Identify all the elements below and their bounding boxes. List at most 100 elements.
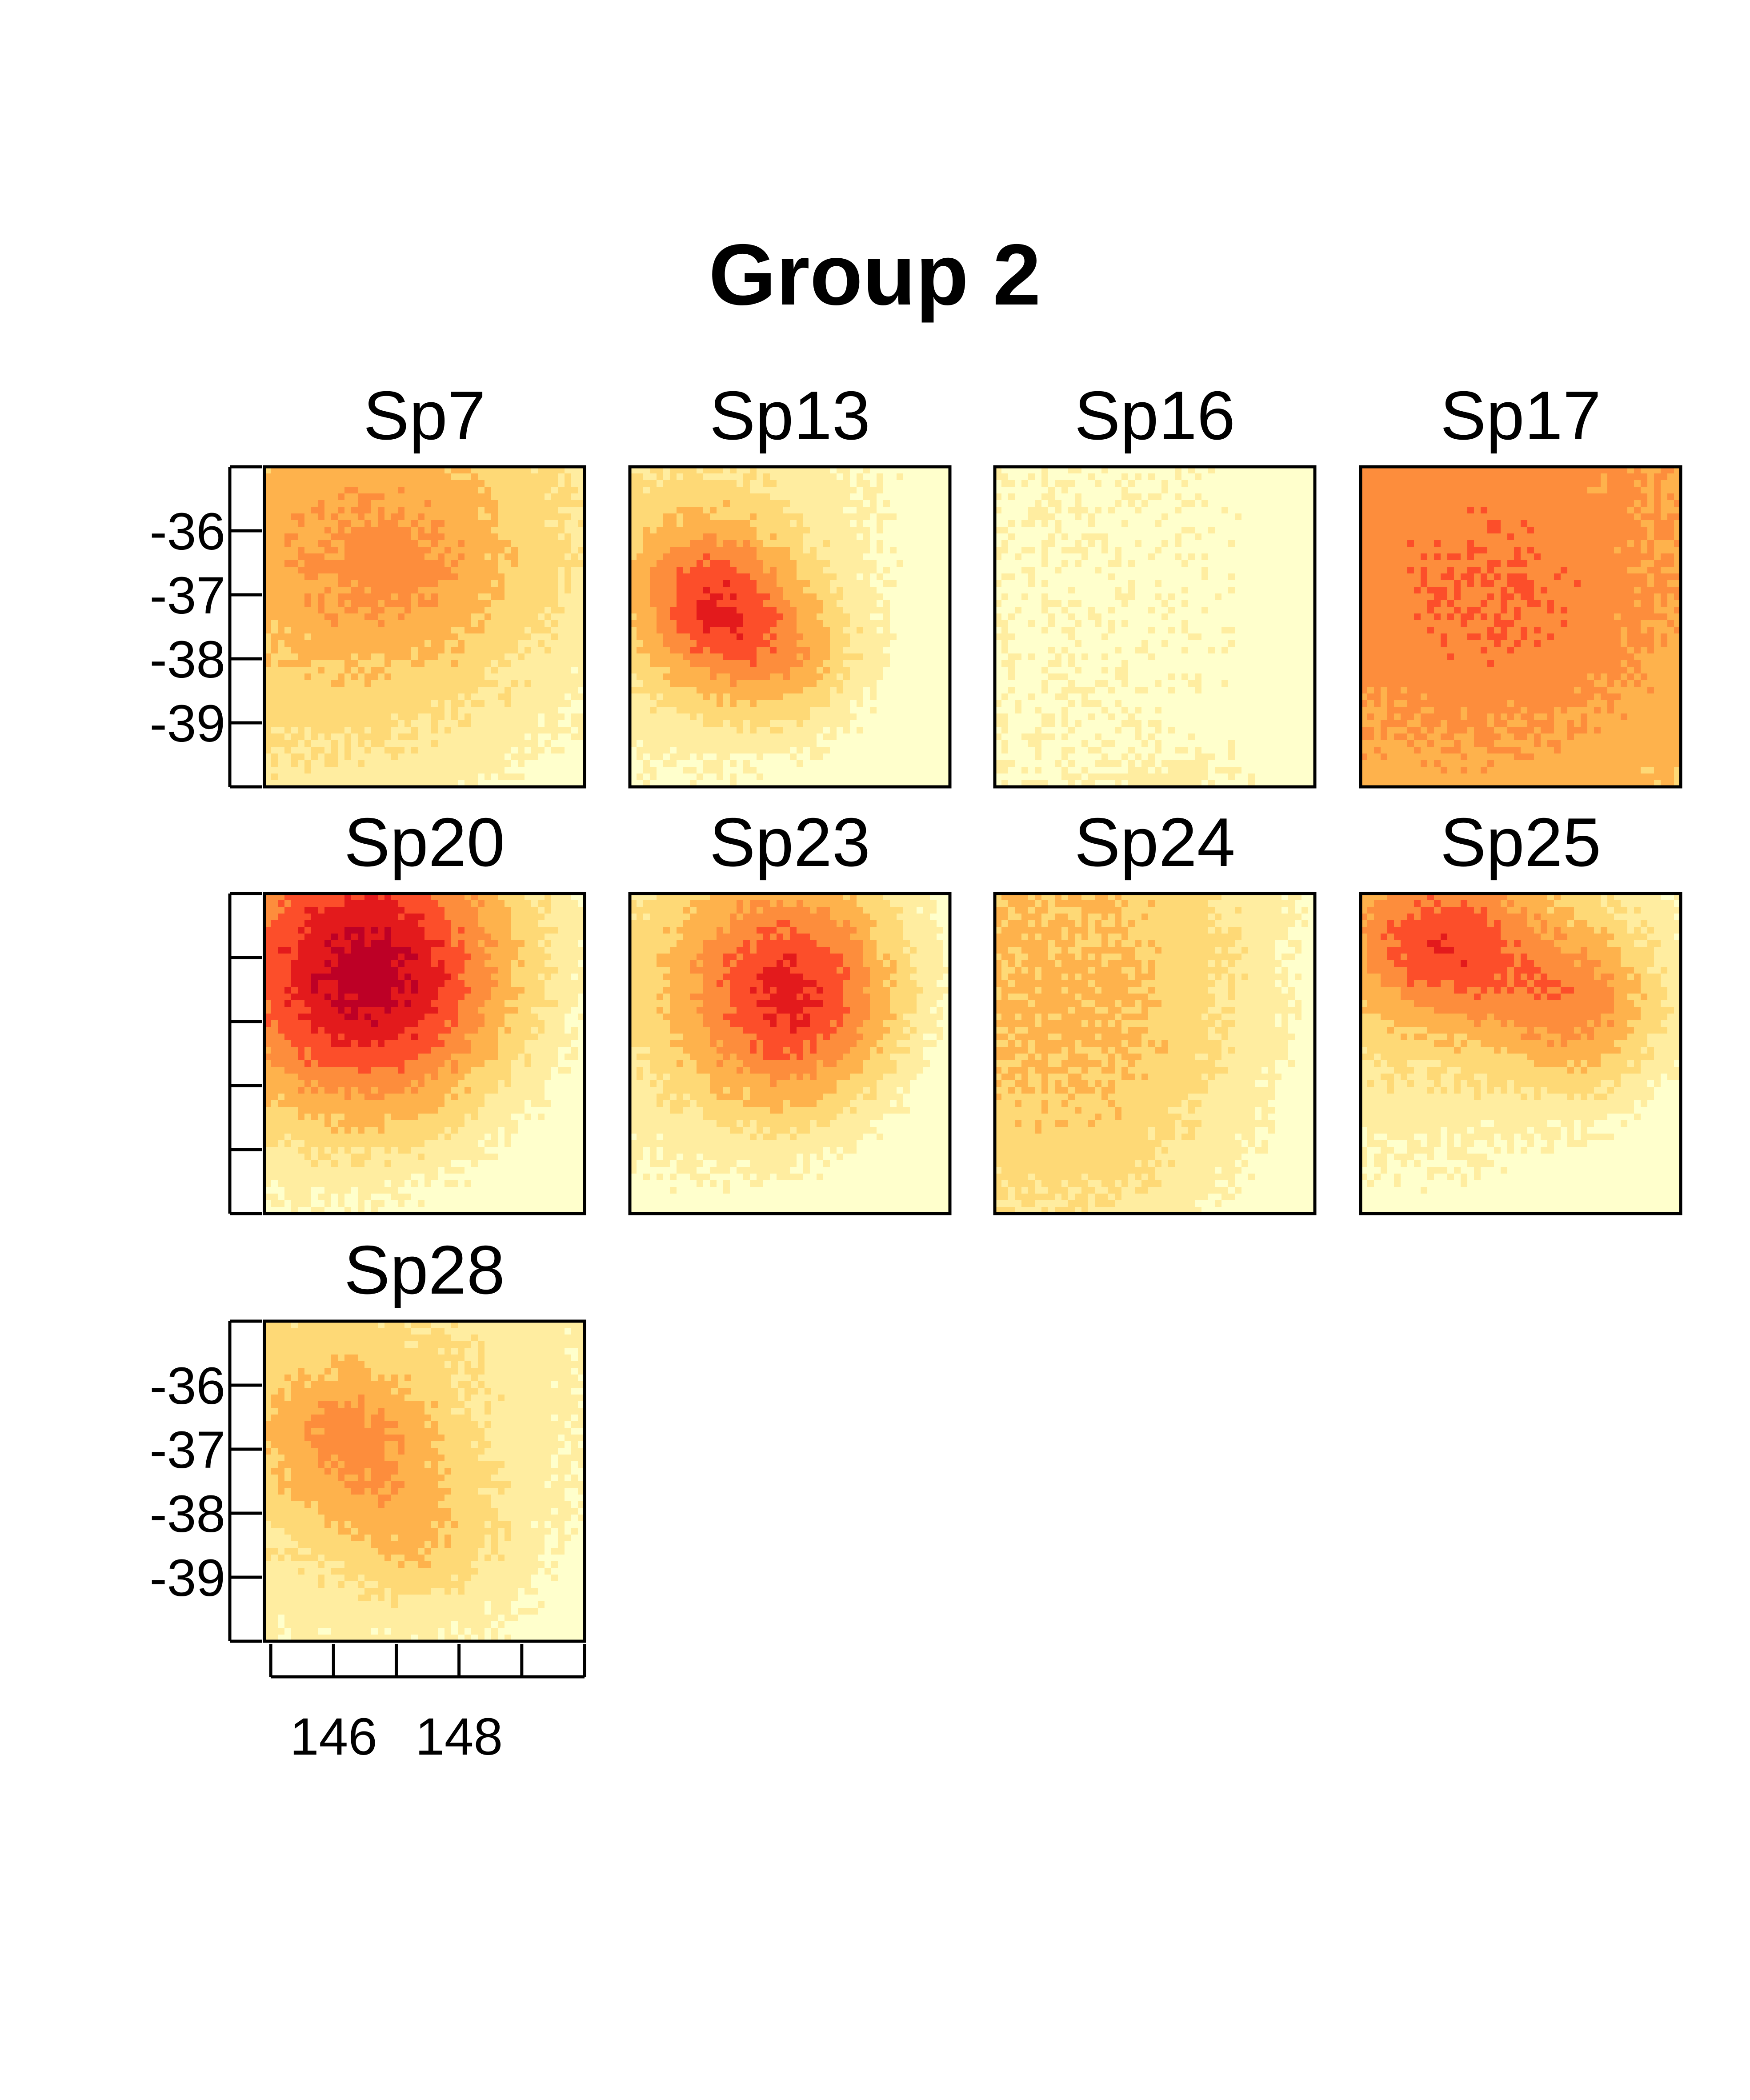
heatmap-cell [730, 727, 737, 734]
heatmap-cell [917, 473, 924, 481]
heatmap-cell [903, 580, 910, 587]
heatmap-cell [717, 487, 724, 494]
heatmap-cell [411, 700, 418, 707]
heatmap-cell [478, 567, 485, 574]
heatmap-cell [558, 720, 565, 727]
heatmap-cell [1028, 587, 1035, 594]
heatmap-cell [451, 720, 458, 727]
heatmap-cell [491, 707, 498, 714]
heatmap-cell [643, 733, 650, 741]
heatmap-cell [870, 613, 877, 621]
heatmap-cell [531, 587, 538, 594]
heatmap-cell [870, 753, 877, 761]
heatmap-cell [837, 500, 844, 507]
heatmap-cell [438, 680, 445, 687]
heatmap-cell [538, 720, 545, 727]
heatmap-cell [378, 627, 385, 634]
heatmap-cell [291, 547, 298, 554]
heatmap-cell [883, 673, 890, 681]
heatmap-cell [338, 513, 345, 521]
heatmap-cell [411, 727, 418, 734]
heatmap-cell [331, 660, 338, 667]
heatmap-cell [723, 680, 730, 687]
heatmap-cell [703, 660, 710, 667]
heatmap-cell [351, 747, 358, 754]
heatmap-cell [843, 640, 850, 647]
heatmap-cell [670, 687, 677, 694]
heatmap-cell [923, 593, 930, 601]
heatmap-cell [358, 753, 365, 761]
heatmap-cell [571, 680, 578, 687]
heatmap-cell [717, 480, 724, 487]
heatmap-cell [531, 567, 538, 574]
heatmap-cell [438, 693, 445, 701]
heatmap-cell [843, 727, 850, 734]
heatmap-cell [995, 593, 1002, 601]
heatmap-cell [797, 733, 804, 741]
heatmap-cell [1041, 527, 1049, 534]
heatmap-cell [391, 673, 398, 681]
heatmap-cell [723, 540, 730, 547]
heatmap-cell [364, 593, 372, 601]
heatmap-cell [465, 487, 472, 494]
heatmap-cell [697, 560, 704, 567]
heatmap-cell [471, 760, 478, 767]
heatmap-cell [471, 573, 478, 581]
heatmap-cell [291, 573, 298, 581]
heatmap-cell [857, 633, 864, 641]
heatmap-cell [538, 700, 545, 707]
heatmap-cell [291, 720, 298, 727]
heatmap-cell [451, 647, 458, 654]
heatmap-cell [890, 640, 897, 647]
heatmap-cell [398, 480, 405, 487]
heatmap-cell [777, 747, 784, 754]
heatmap-cell [531, 553, 538, 561]
heatmap-cell [650, 527, 657, 534]
heatmap-cell [351, 500, 358, 507]
heatmap-cell [757, 767, 764, 774]
heatmap-cell [338, 620, 345, 627]
heatmap-cell [311, 693, 318, 701]
heatmap-cell [271, 613, 278, 621]
heatmap-cell [531, 753, 538, 761]
heatmap-cell [637, 727, 644, 734]
heatmap-cell [485, 620, 492, 627]
heatmap-cell [351, 553, 358, 561]
heatmap-cell [1015, 467, 1022, 474]
heatmap-cell [995, 567, 1002, 574]
heatmap-cell [338, 647, 345, 654]
heatmap-cell [803, 613, 810, 621]
heatmap-cell [505, 500, 512, 507]
heatmap-cell [837, 507, 844, 514]
heatmap-cell [445, 667, 452, 674]
heatmap-cell [351, 760, 358, 767]
heatmap-cell [478, 480, 485, 487]
heatmap-cell [663, 713, 670, 721]
heatmap-cell [404, 620, 412, 627]
heatmap-cell [364, 653, 372, 661]
heatmap-cell [903, 593, 910, 601]
heatmap-cell [378, 487, 385, 494]
heatmap-cell [937, 547, 944, 554]
heatmap-cell [757, 687, 764, 694]
heatmap-cell [697, 753, 704, 761]
heatmap-cell [311, 660, 318, 667]
heatmap-cell [491, 507, 498, 514]
heatmap-cell [431, 500, 438, 507]
heatmap-cell [371, 640, 378, 647]
heatmap-cell [264, 693, 272, 701]
heatmap-cell [723, 733, 730, 741]
heatmap-cell [783, 473, 790, 481]
heatmap-cell [690, 600, 697, 607]
heatmap-cell [531, 600, 538, 607]
heatmap-cell [571, 593, 578, 601]
heatmap-cell [538, 493, 545, 501]
heatmap-cell [271, 473, 278, 481]
heatmap-cell [690, 580, 697, 587]
heatmap-cell [823, 520, 830, 527]
heatmap-cell [630, 540, 637, 547]
heatmap-cell [703, 720, 710, 727]
heatmap-cell [770, 533, 777, 541]
heatmap-cell [763, 607, 770, 614]
heatmap-cell [545, 667, 552, 674]
